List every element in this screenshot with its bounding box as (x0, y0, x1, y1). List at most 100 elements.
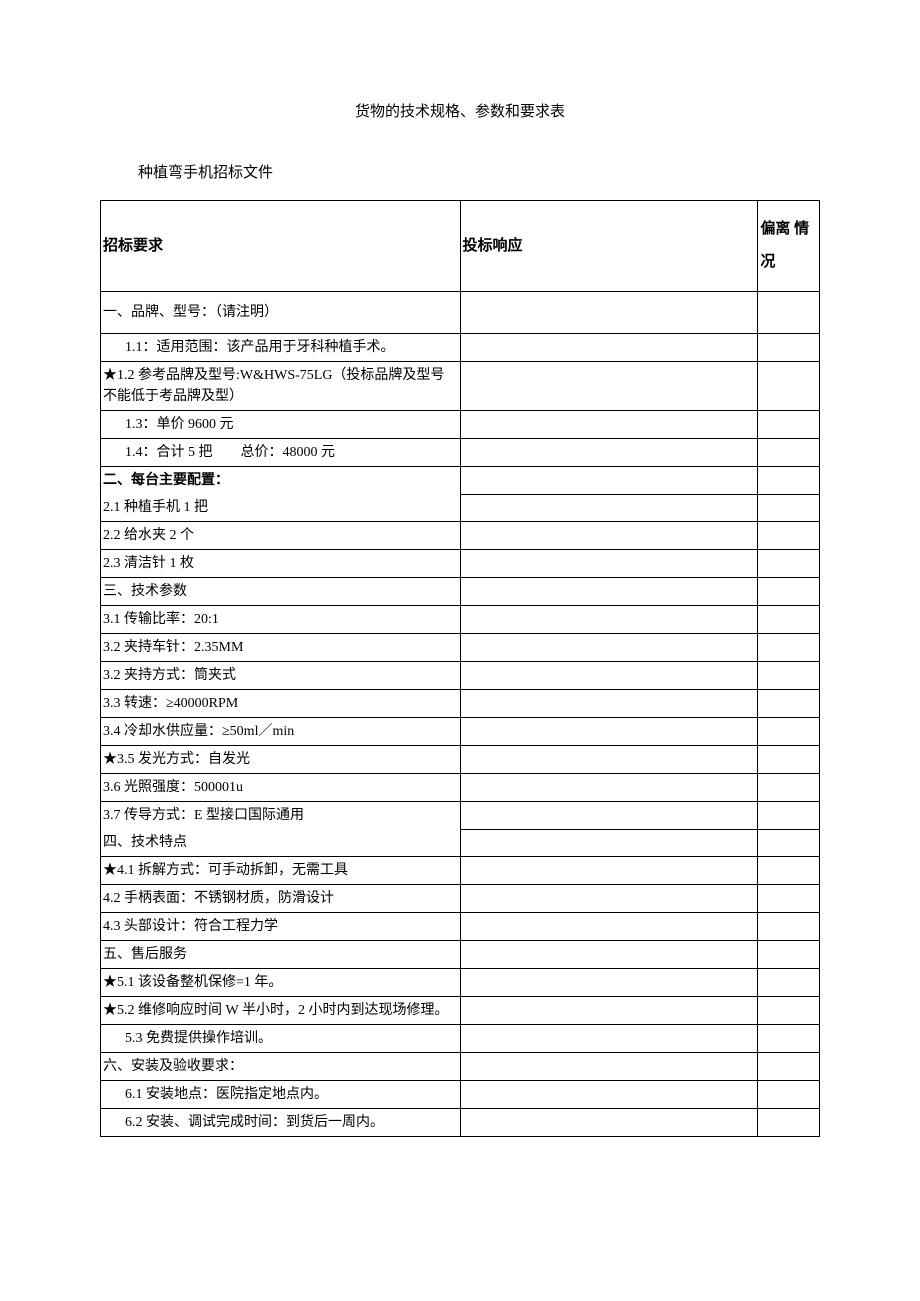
table-row: 6.2 安装、调试完成时间：到货后一周内。 (101, 1109, 820, 1137)
requirement-cell: 5.3 免费提供操作培训。 (101, 1025, 461, 1053)
response-cell (460, 1025, 758, 1053)
response-cell (460, 857, 758, 885)
table-row: 4.2 手柄表面：不锈钢材质，防滑设计 (101, 885, 820, 913)
response-cell (460, 885, 758, 913)
subtitle: 种植弯手机招标文件 (138, 161, 820, 182)
deviation-cell (758, 292, 820, 334)
deviation-cell (758, 439, 820, 467)
response-cell (460, 522, 758, 550)
response-cell (460, 439, 758, 467)
response-cell (460, 774, 758, 802)
requirement-cell: 6.2 安装、调试完成时间：到货后一周内。 (101, 1109, 461, 1137)
table-row: 二、每台主要配置： (101, 467, 820, 495)
deviation-cell (758, 578, 820, 606)
deviation-cell (758, 334, 820, 362)
response-cell (460, 690, 758, 718)
requirement-cell: 五、售后服务 (101, 941, 461, 969)
deviation-cell (758, 522, 820, 550)
table-row: 一、品牌、型号：（请注明） (101, 292, 820, 334)
requirement-cell: 四、技术特点 (101, 829, 461, 857)
response-cell (460, 997, 758, 1025)
response-cell (460, 718, 758, 746)
requirement-cell: 一、品牌、型号：（请注明） (101, 292, 461, 334)
deviation-cell (758, 1081, 820, 1109)
header-requirements: 招标要求 (101, 201, 461, 292)
requirement-cell: 1.4：合计 5 把 总价：48000 元 (101, 439, 461, 467)
deviation-cell (758, 467, 820, 495)
response-cell (460, 941, 758, 969)
table-row: 3.2 夹持方式：筒夹式 (101, 662, 820, 690)
deviation-cell (758, 829, 820, 857)
deviation-cell (758, 606, 820, 634)
requirement-cell: 3.6 光照强度：500001u (101, 774, 461, 802)
response-cell (460, 606, 758, 634)
requirement-cell: ★5.1 该设备整机保修=1 年。 (101, 969, 461, 997)
response-cell (460, 1081, 758, 1109)
requirement-cell: 2.2 给水夹 2 个 (101, 522, 461, 550)
requirement-cell: 1.1：适用范围：该产品用于牙科种植手术。 (101, 334, 461, 362)
table-row: 3.4 冷却水供应量：≥50ml／min (101, 718, 820, 746)
table-row: 四、技术特点 (101, 829, 820, 857)
deviation-cell (758, 913, 820, 941)
table-row: 3.7 传导方式：E 型接口国际通用 (101, 802, 820, 830)
response-cell (460, 913, 758, 941)
deviation-cell (758, 997, 820, 1025)
response-cell (460, 362, 758, 411)
deviation-cell (758, 494, 820, 522)
requirement-cell: 六、安装及验收要求： (101, 1053, 461, 1081)
requirement-cell: 3.2 夹持车针：2.35MM (101, 634, 461, 662)
table-row: 2.1 种植手机 1 把 (101, 494, 820, 522)
requirement-cell: ★1.2 参考品牌及型号:W&HWS-75LG（投标品牌及型号不能低于考品牌及型… (101, 362, 461, 411)
response-cell (460, 1053, 758, 1081)
table-row: 2.2 给水夹 2 个 (101, 522, 820, 550)
table-row: ★3.5 发光方式：自发光 (101, 746, 820, 774)
deviation-cell (758, 746, 820, 774)
table-row: 1.4：合计 5 把 总价：48000 元 (101, 439, 820, 467)
response-cell (460, 467, 758, 495)
table-row: 3.1 传输比率：20:1 (101, 606, 820, 634)
table-row: 2.3 清洁针 1 枚 (101, 550, 820, 578)
deviation-cell (758, 411, 820, 439)
response-cell (460, 662, 758, 690)
table-row: 三、技术参数 (101, 578, 820, 606)
response-cell (460, 578, 758, 606)
header-deviation: 偏离 情况 (758, 201, 820, 292)
table-row: 5.3 免费提供操作培训。 (101, 1025, 820, 1053)
deviation-cell (758, 662, 820, 690)
requirement-cell: 3.3 转速：≥40000RPM (101, 690, 461, 718)
table-row: ★1.2 参考品牌及型号:W&HWS-75LG（投标品牌及型号不能低于考品牌及型… (101, 362, 820, 411)
table-row: 3.3 转速：≥40000RPM (101, 690, 820, 718)
response-cell (460, 411, 758, 439)
deviation-cell (758, 362, 820, 411)
spec-table: 招标要求 投标响应 偏离 情况 一、品牌、型号：（请注明）1.1：适用范围：该产… (100, 200, 820, 1137)
table-row: 3.6 光照强度：500001u (101, 774, 820, 802)
requirement-cell: ★4.1 拆解方式：可手动拆卸，无需工具 (101, 857, 461, 885)
table-row: 4.3 头部设计：符合工程力学 (101, 913, 820, 941)
response-cell (460, 969, 758, 997)
deviation-cell (758, 1025, 820, 1053)
deviation-cell (758, 550, 820, 578)
response-cell (460, 802, 758, 830)
requirement-cell: 6.1 安装地点：医院指定地点内。 (101, 1081, 461, 1109)
table-row: 1.3：单价 9600 元 (101, 411, 820, 439)
deviation-cell (758, 969, 820, 997)
response-cell (460, 1109, 758, 1137)
response-cell (460, 634, 758, 662)
requirement-cell: 1.3：单价 9600 元 (101, 411, 461, 439)
deviation-cell (758, 802, 820, 830)
requirement-cell: 二、每台主要配置： (101, 467, 461, 495)
requirement-cell: 2.3 清洁针 1 枚 (101, 550, 461, 578)
table-row: 六、安装及验收要求： (101, 1053, 820, 1081)
page-title: 货物的技术规格、参数和要求表 (100, 100, 820, 121)
table-row: 1.1：适用范围：该产品用于牙科种植手术。 (101, 334, 820, 362)
requirement-cell: 4.2 手柄表面：不锈钢材质，防滑设计 (101, 885, 461, 913)
table-header-row: 招标要求 投标响应 偏离 情况 (101, 201, 820, 292)
response-cell (460, 292, 758, 334)
deviation-cell (758, 941, 820, 969)
deviation-cell (758, 634, 820, 662)
deviation-cell (758, 718, 820, 746)
requirement-cell: 4.3 头部设计：符合工程力学 (101, 913, 461, 941)
requirement-cell: 3.2 夹持方式：筒夹式 (101, 662, 461, 690)
header-response: 投标响应 (460, 201, 758, 292)
requirement-cell: 3.7 传导方式：E 型接口国际通用 (101, 802, 461, 830)
